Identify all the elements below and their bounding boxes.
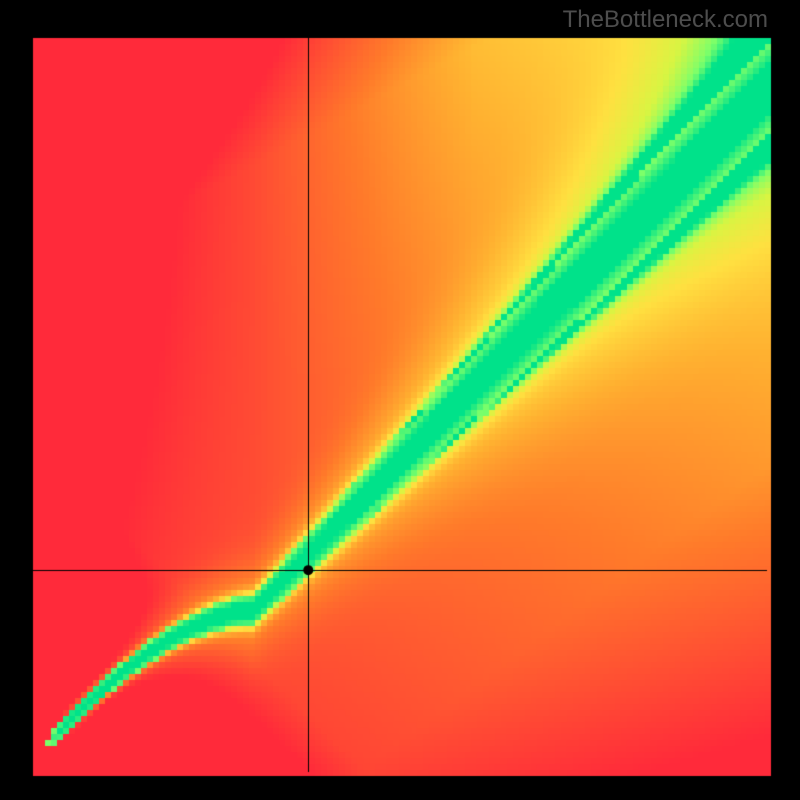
watermark-text: TheBottleneck.com — [563, 6, 768, 34]
chart-container: TheBottleneck.com — [0, 0, 800, 800]
bottleneck-chart-canvas — [0, 0, 800, 800]
